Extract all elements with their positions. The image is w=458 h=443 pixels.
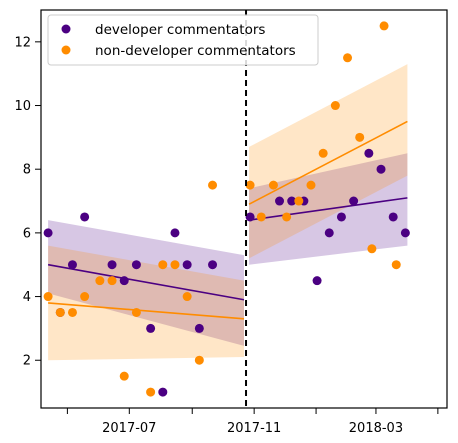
confidence-bands [48, 64, 408, 361]
data-point-non-developer-commentators-15 [256, 212, 266, 222]
data-point-developer-commentators-7 [146, 323, 156, 333]
data-point-non-developer-commentators-10 [170, 260, 180, 270]
data-point-developer-commentators-8 [158, 387, 168, 397]
data-point-developer-commentators-6 [131, 260, 141, 270]
data-point-non-developer-commentators-12 [194, 355, 204, 365]
data-point-non-developer-commentators-0 [43, 292, 53, 302]
data-point-developer-commentators-20 [349, 196, 359, 206]
data-point-non-developer-commentators-21 [330, 101, 340, 111]
legend-label-developer: developer commentators [95, 22, 265, 38]
confidence-band-non-developer-commentators-1 [249, 64, 408, 259]
data-point-developer-commentators-2 [67, 260, 77, 270]
data-point-non-developer-commentators-1 [55, 307, 65, 317]
data-point-developer-commentators-22 [376, 164, 386, 174]
data-point-developer-commentators-17 [312, 276, 322, 286]
fit-line-developer-commentators-1 [248, 197, 408, 221]
data-point-non-developer-commentators-9 [158, 260, 168, 270]
legend-marker-developer [61, 24, 71, 34]
data-point-developer-commentators-0 [43, 228, 53, 238]
data-point-non-developer-commentators-3 [80, 292, 90, 302]
legend-box [47, 14, 319, 66]
y-tick-label-2: 6 [23, 226, 31, 241]
y-tick-label-4: 10 [14, 99, 31, 114]
data-point-non-developer-commentators-11 [182, 292, 192, 302]
x-tick-label-0: 2017-07 [102, 421, 156, 436]
fit-line-developer-commentators-0 [47, 263, 245, 301]
data-points [43, 21, 410, 397]
x-axis: 2017-07 2017-11 2018-03 [66, 408, 439, 436]
y-axis: 2 4 6 8 10 12 [14, 35, 41, 369]
data-point-developer-commentators-15 [287, 196, 297, 206]
data-point-non-developer-commentators-18 [294, 196, 304, 206]
data-point-developer-commentators-24 [400, 228, 410, 238]
data-point-developer-commentators-9 [170, 228, 180, 238]
data-point-non-developer-commentators-24 [367, 244, 377, 254]
x-tick-label-2: 2018-03 [349, 421, 403, 436]
data-point-non-developer-commentators-6 [119, 371, 129, 381]
data-point-non-developer-commentators-4 [95, 276, 105, 286]
data-point-developer-commentators-3 [80, 212, 90, 222]
data-point-non-developer-commentators-13 [208, 180, 218, 190]
data-point-developer-commentators-18 [324, 228, 334, 238]
data-point-non-developer-commentators-16 [268, 180, 278, 190]
data-point-non-developer-commentators-22 [343, 53, 353, 63]
y-tick-label-1: 4 [23, 290, 31, 305]
data-point-non-developer-commentators-20 [318, 148, 328, 158]
data-point-non-developer-commentators-2 [67, 307, 77, 317]
data-point-developer-commentators-14 [275, 196, 285, 206]
data-point-developer-commentators-12 [208, 260, 218, 270]
data-point-non-developer-commentators-19 [306, 180, 316, 190]
data-point-non-developer-commentators-5 [107, 276, 117, 286]
data-point-developer-commentators-10 [182, 260, 192, 270]
fit-line-non-developer-commentators-1 [248, 120, 408, 205]
data-point-non-developer-commentators-23 [355, 132, 365, 142]
legend-marker-non-developer [61, 45, 71, 55]
data-point-developer-commentators-5 [119, 276, 129, 286]
legend: developer commentators non-developer com… [47, 14, 319, 66]
data-point-developer-commentators-4 [107, 260, 117, 270]
data-point-developer-commentators-11 [194, 323, 204, 333]
fit-line-non-developer-commentators-0 [48, 302, 245, 320]
y-tick-label-3: 8 [23, 163, 31, 178]
plot-frame [40, 9, 448, 409]
data-point-non-developer-commentators-17 [282, 212, 292, 222]
data-point-non-developer-commentators-25 [379, 21, 389, 31]
fit-lines [47, 120, 408, 320]
data-point-developer-commentators-13 [245, 212, 255, 222]
data-point-non-developer-commentators-14 [245, 180, 255, 190]
data-point-developer-commentators-21 [364, 148, 374, 158]
legend-label-non-developer: non-developer commentators [95, 43, 296, 59]
data-point-developer-commentators-23 [388, 212, 398, 222]
data-point-non-developer-commentators-8 [146, 387, 156, 397]
data-point-developer-commentators-19 [336, 212, 346, 222]
y-tick-label-5: 12 [14, 35, 31, 50]
data-point-non-developer-commentators-7 [131, 307, 141, 317]
data-point-non-developer-commentators-26 [391, 260, 401, 270]
x-tick-label-1: 2017-11 [227, 421, 281, 436]
y-tick-label-0: 2 [23, 354, 31, 369]
